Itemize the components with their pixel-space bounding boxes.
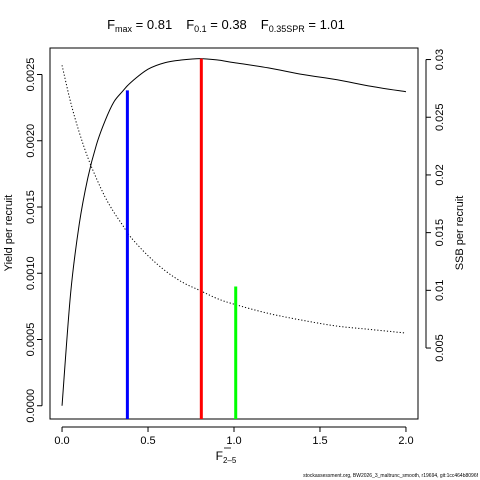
x-tick-label: 0.0 bbox=[54, 435, 69, 447]
x-tick-label: 1.5 bbox=[312, 435, 327, 447]
y-left-tick-label: 0.0020 bbox=[25, 124, 37, 158]
y-right-tick-label: 0.005 bbox=[434, 334, 446, 362]
y-left-tick-label: 0.0025 bbox=[25, 58, 37, 92]
title-f01-symbol: F bbox=[186, 17, 194, 32]
plot-frame bbox=[49, 47, 419, 420]
series-layer bbox=[61, 58, 407, 406]
title-fspr-value: = 1.01 bbox=[305, 17, 345, 32]
y-right-tick-label: 0.02 bbox=[434, 164, 446, 185]
y-axis-right-title: SSB per recruit bbox=[454, 196, 466, 271]
ssb-per-recruit-curve bbox=[61, 65, 407, 334]
y-right-tick-label: 0.01 bbox=[434, 280, 446, 301]
x-axis-title-sub: 2–5 bbox=[223, 456, 237, 465]
yield-per-recruit-curve bbox=[61, 58, 407, 406]
title-fmax-value: = 0.81 bbox=[132, 17, 172, 32]
title-f01-value: = 0.38 bbox=[207, 17, 247, 32]
x-axis: 0.0 0.5 1.0 1.5 2.0 bbox=[54, 426, 414, 447]
y-left-tick-label: 0.0010 bbox=[25, 256, 37, 290]
y-axis-left-title: Yield per recruit bbox=[3, 195, 15, 272]
y-left-tick-label: 0.0000 bbox=[25, 389, 37, 423]
reference-lines bbox=[125, 58, 238, 419]
x-axis-title: F2–5 bbox=[216, 449, 237, 465]
title-f01-subscript: 0.1 bbox=[194, 24, 207, 34]
x-tick-label: 2.0 bbox=[398, 435, 413, 447]
footer-text: stockassessment.org, BW2026_3_maltrunc_s… bbox=[303, 473, 478, 479]
y-left-tick-label: 0.0015 bbox=[25, 190, 37, 224]
y-left-tick-label: 0.0005 bbox=[25, 323, 37, 357]
title-fspr-subscript: 0.35SPR bbox=[269, 24, 306, 34]
y-right-tick-label: 0.015 bbox=[434, 219, 446, 247]
chart-title: Fmax = 0.81 F0.1 = 0.38 F0.35SPR = 1.01 bbox=[107, 17, 345, 34]
y-right-tick-label: 0.025 bbox=[434, 103, 446, 131]
x-axis-title-main: F bbox=[216, 449, 223, 463]
x-tick-label: 0.5 bbox=[140, 435, 155, 447]
y-right-tick-label: 0.03 bbox=[434, 49, 446, 70]
title-fmax-symbol: F bbox=[107, 17, 115, 32]
y-axis-right: 0.005 0.01 0.015 0.02 0.025 0.03 bbox=[425, 49, 446, 362]
title-fmax-subscript: max bbox=[115, 24, 133, 34]
title-fspr-symbol: F bbox=[261, 17, 269, 32]
y-axis-left: 0.0000 0.0005 0.0010 0.0015 0.0020 0.0025 bbox=[25, 58, 43, 423]
x-tick-label: 1.0 bbox=[226, 435, 241, 447]
